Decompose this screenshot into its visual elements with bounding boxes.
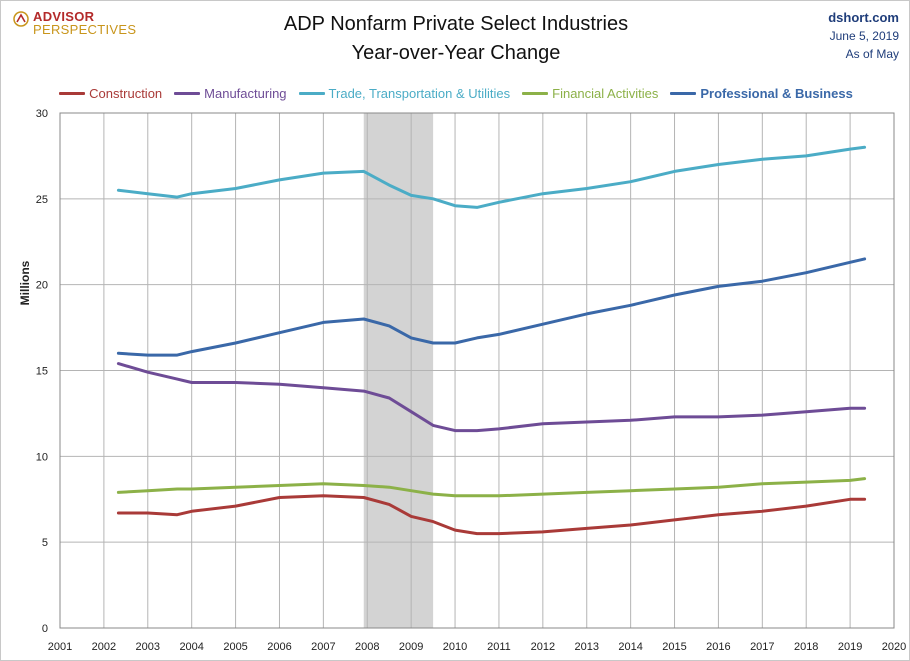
x-tick-label: 2012: [531, 641, 555, 653]
chart-title-line1: ADP Nonfarm Private Select Industries: [283, 13, 629, 35]
x-tick-label: 2008: [355, 641, 379, 653]
x-tick-label: 2020: [882, 641, 906, 653]
source-date: June 5, 2019: [829, 29, 899, 43]
x-tick-label: 2013: [574, 641, 598, 653]
advisor-perspectives-logo: ADVISOR PERSPECTIVES: [13, 9, 153, 45]
x-tick-label: 2006: [267, 641, 291, 653]
y-tick-label: 30: [36, 108, 48, 120]
legend-swatch-financial: [522, 91, 549, 95]
x-tick-label: 2009: [399, 641, 423, 653]
legend-label-financial: Financial Activities: [552, 85, 659, 101]
series-line-construction: [116, 494, 867, 536]
series-line-trade: [116, 145, 867, 209]
y-tick-label: 15: [36, 366, 48, 378]
x-tick-label: 2014: [618, 641, 642, 653]
x-tick-label: 2001: [48, 641, 72, 653]
x-tick-label: 2004: [179, 641, 203, 653]
legend-label-construction: Construction: [89, 85, 163, 101]
logo-line1: ADVISOR: [33, 9, 95, 24]
x-tick-label: 2007: [311, 641, 335, 653]
legend-item-manufacturing: Manufacturing: [174, 85, 287, 101]
x-tick-label: 2011: [487, 641, 511, 653]
legend-swatch-manufacturing: [174, 91, 201, 95]
legend-item-trade: Trade, Transportation & Utilities: [298, 85, 511, 101]
x-tick-label: 2002: [92, 641, 116, 653]
chart-title-line2: Year-over-Year Change: [351, 42, 561, 64]
x-tick-label: 2003: [136, 641, 160, 653]
x-tick-label: 2010: [443, 641, 467, 653]
plot-area-border: [59, 112, 895, 629]
legend-label-trade: Trade, Transportation & Utilities: [328, 85, 511, 101]
source-site: dshort.com: [828, 10, 899, 25]
source-asof: As of May: [845, 47, 899, 61]
legend-label-professional: Professional & Business: [700, 85, 853, 101]
x-tick-label: 2005: [223, 641, 247, 653]
chart-legend: Construction Manufacturing Trade, Transp…: [1, 83, 910, 103]
x-tick-label: 2015: [662, 641, 686, 653]
y-tick-label: 25: [36, 194, 48, 206]
x-tick-label: 2016: [706, 641, 730, 653]
series-line-manufacturing: [116, 362, 867, 433]
legend-swatch-construction: [59, 91, 86, 95]
legend-item-professional: Professional & Business: [670, 85, 853, 101]
legend-swatch-trade: [298, 91, 325, 95]
series-line-financial: [116, 477, 867, 498]
y-tick-label: 10: [36, 451, 48, 463]
logo-mark-icon: [13, 11, 29, 27]
source-block: dshort.com June 5, 2019 As of May: [828, 9, 899, 63]
legend-item-financial: Financial Activities: [522, 86, 658, 101]
legend-swatch-professional: [670, 91, 697, 95]
series-line-professional: [116, 257, 867, 357]
legend-label-manufacturing: Manufacturing: [204, 85, 287, 101]
y-tick-label: 20: [36, 280, 48, 292]
legend-item-construction: Construction: [59, 86, 162, 101]
x-tick-label: 2019: [838, 641, 862, 653]
logo-line2: PERSPECTIVES: [33, 22, 137, 37]
x-tick-label: 2018: [794, 641, 818, 653]
y-tick-label: 0: [42, 623, 48, 635]
y-tick-label: 5: [42, 537, 48, 549]
x-tick-label: 2017: [750, 641, 774, 653]
